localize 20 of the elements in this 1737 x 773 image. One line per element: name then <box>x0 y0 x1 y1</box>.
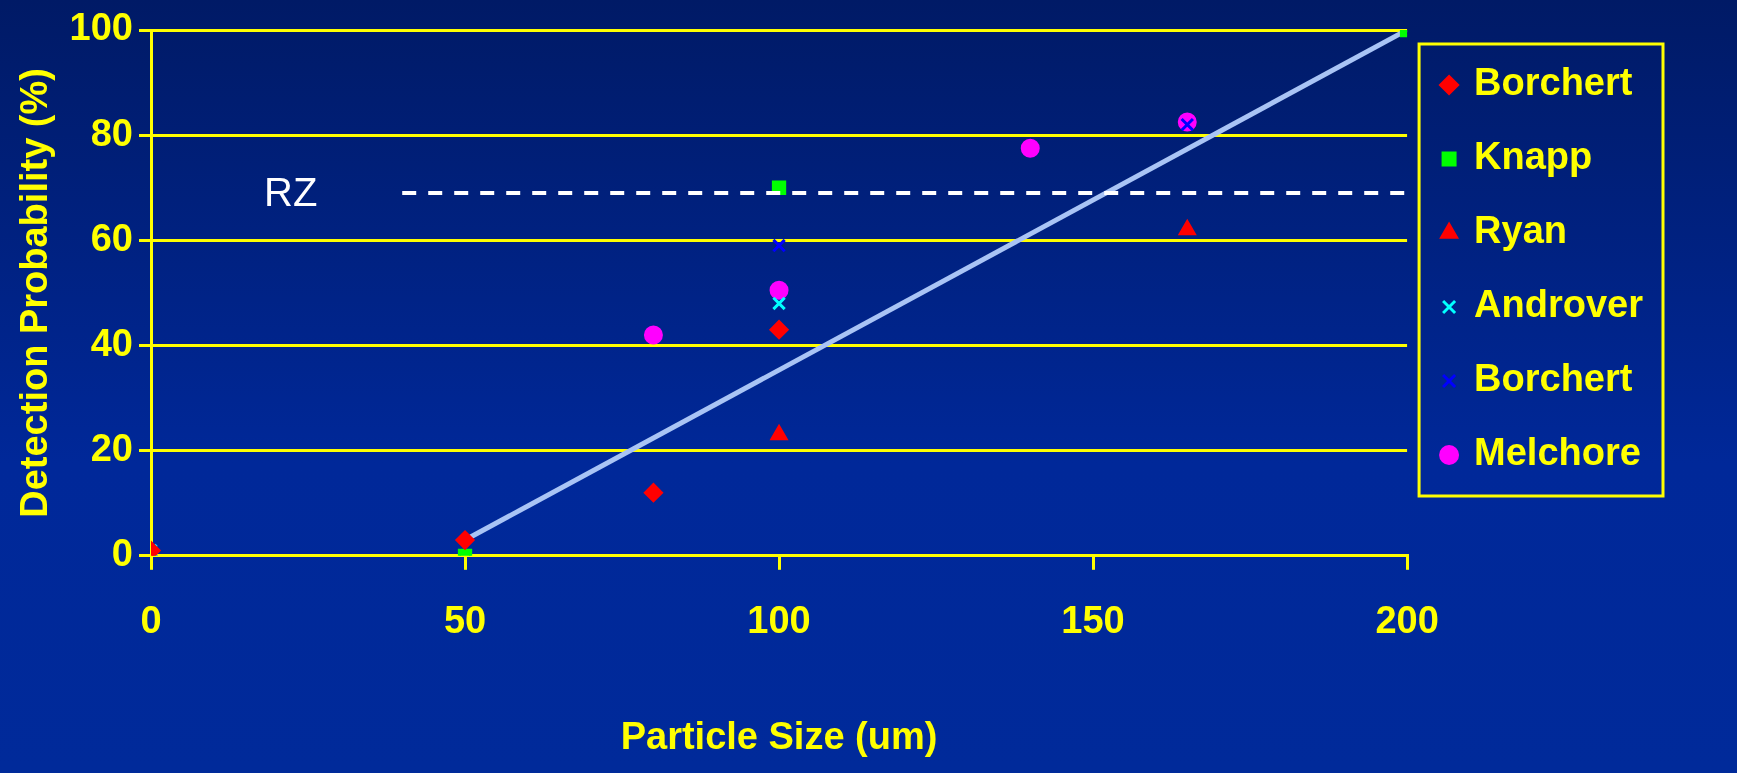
y-axis-title: Detection Probability (%) <box>13 68 56 518</box>
legend-label: Melchore <box>1474 431 1641 474</box>
y-tick-label: 60 <box>90 216 133 259</box>
x-tick-label: 200 <box>1375 599 1439 642</box>
x-tick-label: 150 <box>1061 599 1125 642</box>
legend-label: Borchert <box>1474 357 1633 400</box>
x-tick-label: 50 <box>443 599 487 642</box>
y-tick-label: 100 <box>69 6 133 49</box>
x-axis-title: Particle Size (um) <box>620 714 938 757</box>
y-tick-label: 0 <box>111 532 133 575</box>
x-tick-label: 100 <box>747 599 811 642</box>
legend-label: Borchert <box>1474 61 1633 104</box>
y-tick-label: 80 <box>90 111 133 154</box>
legend-label: Ryan <box>1474 209 1567 252</box>
ref-line-label: RZ <box>264 170 318 215</box>
legend-label: Knapp <box>1474 135 1593 178</box>
y-tick-label: 40 <box>90 321 133 364</box>
y-tick-label: 20 <box>90 427 133 470</box>
legend-label: Androver <box>1474 283 1644 326</box>
x-tick-label: 0 <box>140 599 162 642</box>
